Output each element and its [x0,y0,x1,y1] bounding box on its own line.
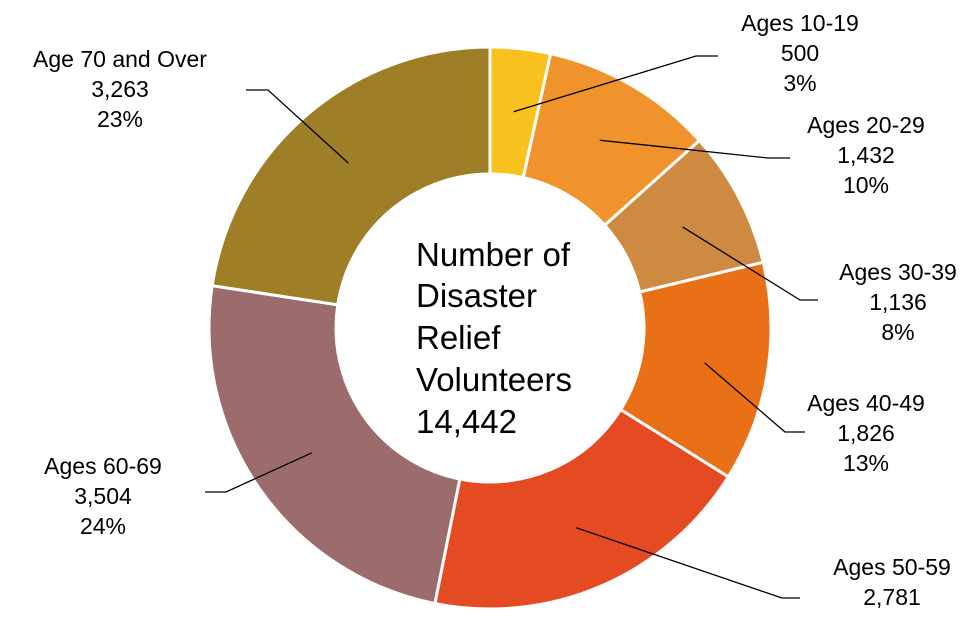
slice-percent-label: 10% [843,172,889,198]
slice-percent-label: 24% [80,513,126,539]
slice-ages-60-69 [207,283,462,606]
slice-value-label: 3,504 [74,483,132,509]
slice-value-label: 1,826 [837,420,895,446]
slice-value-label: 3,263 [91,76,149,102]
slice-label: Ages 10-19 [741,10,859,36]
leader-line [682,226,818,301]
leader-line [599,139,790,159]
leader-line [704,362,805,433]
slice-value-label: 500 [781,40,819,66]
leader-line [575,527,800,599]
slice-label: Age 70 and Over [33,46,207,72]
leader-line [513,55,718,113]
slice-label: Ages 30-39 [839,259,957,285]
center-label-line-1: Number of [416,236,571,273]
center-label-line-2: Disaster [416,277,537,314]
center-label-line-4: Volunteers [416,361,572,398]
slice-label: Ages 60-69 [44,453,162,479]
slice-percent-label: 23% [97,106,143,132]
slice-labels: Ages 10-19 500 3% Ages 20-29 1,432 10% Ages 30… [33,10,957,619]
leader-line [205,452,313,493]
slice-percent-label: 8% [881,319,914,345]
slice-percent-label: 13% [843,450,889,476]
center-label-line-3: Relief [416,319,501,356]
slice-value-label: 1,432 [837,142,895,168]
slice-value-label: 2,781 [863,584,921,610]
slice-label: Ages 40-49 [807,390,925,416]
slice-label: Ages 50-59 [833,554,951,580]
donut-slices [207,45,773,611]
slice-percent-label: 19% [869,614,915,619]
slice-percent-label: 3% [783,70,816,96]
slice-ages-50-59 [433,407,731,611]
slice-age-70-and-over [210,45,492,307]
center-label: Number of Disaster Relief Volunteers 14,… [416,236,572,440]
slice-value-label: 1,136 [869,289,927,315]
slice-label: Ages 20-29 [807,112,925,138]
center-total: 14,442 [416,403,517,440]
leader-lines [205,55,818,599]
leader-line [246,89,349,164]
